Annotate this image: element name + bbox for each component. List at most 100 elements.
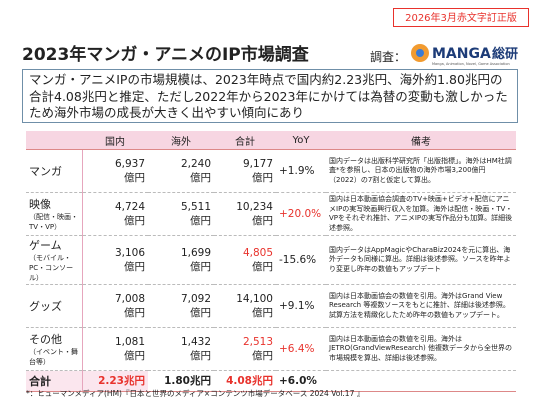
value: 5,511 bbox=[180, 201, 211, 213]
value: 1,081 bbox=[114, 336, 145, 348]
note: 国内データは出版科学研究所「出版指標」。海外はHM社調査*を参照し、日本の出版物… bbox=[326, 149, 516, 193]
row: グッズ 7,008 億円 7,092 億円 14,100 億円 +9.1% 国内は日本動画協会の… bbox=[26, 284, 516, 328]
value-cell: 4.08兆円 bbox=[214, 370, 276, 392]
label: 映像 bbox=[29, 198, 51, 211]
footnote: *：ヒューマンメディア(HM)『日本と世界のメディア×コンテンツ市場データベース… bbox=[26, 389, 365, 398]
value: 7,092 bbox=[180, 293, 211, 305]
yoy-cell: +9.1% bbox=[276, 284, 326, 328]
value-cell: 3,106 億円 bbox=[82, 235, 148, 285]
label-sub: （モバイル・PC・コンソール） bbox=[29, 254, 74, 282]
value: 9,177 bbox=[242, 158, 273, 170]
unit: 億円 bbox=[190, 261, 211, 273]
value: 4,724 bbox=[114, 201, 145, 213]
value-cell: 4,724 億円 bbox=[82, 192, 148, 236]
column-header: 合計 bbox=[214, 131, 276, 150]
note: 国内データはAppMagicやCharaBiz2024を元に算出、海外データも同… bbox=[326, 235, 516, 285]
unit: 億円 bbox=[124, 307, 145, 319]
row-label: マンガ bbox=[26, 149, 83, 193]
value-cell: 7,008 億円 bbox=[82, 284, 148, 328]
value: 14,100 bbox=[236, 293, 273, 305]
value-cell: 2,513 億円 bbox=[214, 327, 276, 371]
yoy-cell: +1.9% bbox=[276, 149, 326, 193]
label: グッズ bbox=[29, 300, 62, 313]
row: その他 （イベント・舞台等） 1,081 億円 1,432 億円 2,513 億円 +6.4% 国… bbox=[26, 327, 516, 371]
value: 10,234 bbox=[236, 201, 273, 213]
source-label: 調査： bbox=[370, 50, 407, 64]
unit: 億円 bbox=[190, 307, 211, 319]
summary: マンガ・アニメIPの市場規模は、2023年時点で国内約2.23兆円、海外約1.8… bbox=[22, 69, 518, 123]
value-cell: 7,092 億円 bbox=[148, 284, 214, 328]
row: ゲーム （モバイル・PC・コンソール） 3,106 億円 1,699 億円 4,805 億円 -… bbox=[26, 235, 516, 285]
value: 4,805 bbox=[242, 247, 273, 259]
unit: 億円 bbox=[124, 172, 145, 184]
row-label: ゲーム （モバイル・PC・コンソール） bbox=[26, 235, 83, 285]
column-header: 海外 bbox=[148, 131, 214, 150]
unit: 億円 bbox=[252, 261, 273, 273]
yoy-cell: -15.6% bbox=[276, 235, 326, 285]
value: 2,240 bbox=[180, 158, 211, 170]
logo-text: MANGA bbox=[432, 46, 491, 62]
logo-icon bbox=[416, 49, 424, 57]
value: 1,699 bbox=[180, 247, 211, 259]
value-cell: 1,432 億円 bbox=[148, 327, 214, 371]
unit: 億円 bbox=[124, 215, 145, 227]
yoy-cell: +6.4% bbox=[276, 327, 326, 371]
unit: 億円 bbox=[124, 350, 145, 362]
label-sub: （配信・映画・TV・VP） bbox=[29, 213, 78, 231]
header-row: 国内 海外 合計 YoY 備考 bbox=[26, 131, 516, 150]
value: 6,937 bbox=[114, 158, 145, 170]
unit: 億円 bbox=[190, 215, 211, 227]
value: 2,513 bbox=[242, 336, 273, 348]
logo-tagline: Manga, Animation, Novel, Game Associatio… bbox=[432, 62, 510, 66]
value-cell: 1.80兆円 bbox=[148, 370, 214, 392]
row: 映像 （配信・映画・TV・VP） 4,724 億円 5,511 億円 10,234 億円 +20… bbox=[26, 192, 516, 236]
unit: 億円 bbox=[252, 350, 273, 362]
label: その他 bbox=[29, 333, 62, 346]
column-header: 備考 bbox=[326, 131, 516, 150]
column-header: YoY bbox=[276, 131, 326, 150]
total-row: 合計 2.23兆円 1.80兆円 4.08兆円 +6.0% bbox=[26, 370, 516, 392]
value-cell: 5,511 億円 bbox=[148, 192, 214, 236]
note: 国内は日本動画協会の数値を引用。海外はJETRO(GrandViewResear… bbox=[326, 327, 516, 371]
value-cell: 14,100 億円 bbox=[214, 284, 276, 328]
value: 1,432 bbox=[180, 336, 211, 348]
logo: MANGA 総研 Manga, Animation, Novel, Game A… bbox=[411, 44, 518, 66]
note: 国内は日本動画協会調査のTV+映画+ビデオ+配信にアニメIPの実写映画興行収入を… bbox=[326, 192, 516, 236]
yoy-cell: +6.0% bbox=[276, 370, 326, 392]
row-label: 映像 （配信・映画・TV・VP） bbox=[26, 192, 83, 236]
label: マンガ bbox=[29, 165, 62, 178]
value: 1.80兆円 bbox=[164, 375, 211, 387]
row-label: 合計 bbox=[26, 370, 83, 392]
value-cell: 6,937 億円 bbox=[82, 149, 148, 193]
row: マンガ 6,937 億円 2,240 億円 9,177 億円 +1.9% 国内データは出版科学研… bbox=[26, 149, 516, 193]
note bbox=[326, 370, 516, 392]
value: 3,106 bbox=[114, 247, 145, 259]
title: 2023年マンガ・アニメのIP市場調査 bbox=[22, 45, 309, 65]
value-cell: 1,699 億円 bbox=[148, 235, 214, 285]
unit: 億円 bbox=[252, 215, 273, 227]
market-table: 国内 海外 合計 YoY 備考 マンガ 6,937 億円 2,240 億円 9,177 億円 +1.9… bbox=[26, 131, 516, 392]
row-label: その他 （イベント・舞台等） bbox=[26, 327, 83, 371]
yoy-cell: +20.0% bbox=[276, 192, 326, 236]
unit: 億円 bbox=[252, 307, 273, 319]
unit: 億円 bbox=[190, 350, 211, 362]
value: 7,008 bbox=[114, 293, 145, 305]
value: 2.23兆円 bbox=[98, 375, 145, 387]
value-cell: 2,240 億円 bbox=[148, 149, 214, 193]
column-header: 国内 bbox=[82, 131, 148, 150]
unit: 億円 bbox=[252, 172, 273, 184]
value-cell: 4,805 億円 bbox=[214, 235, 276, 285]
note: 国内は日本動画協会の数値を引用。海外はGrand View Research 等… bbox=[326, 284, 516, 328]
label: ゲーム bbox=[29, 239, 62, 252]
unit: 億円 bbox=[124, 261, 145, 273]
row-label: グッズ bbox=[26, 284, 83, 328]
correction-badge: 2026年3月赤文字訂正版 bbox=[393, 8, 529, 27]
corner bbox=[26, 131, 82, 150]
value-cell: 10,234 億円 bbox=[214, 192, 276, 236]
value-cell: 1,081 億円 bbox=[82, 327, 148, 371]
label-sub: （イベント・舞台等） bbox=[29, 348, 78, 366]
value-cell: 2.23兆円 bbox=[82, 370, 148, 392]
logo-kanji: 総研 bbox=[492, 46, 518, 62]
unit: 億円 bbox=[190, 172, 211, 184]
